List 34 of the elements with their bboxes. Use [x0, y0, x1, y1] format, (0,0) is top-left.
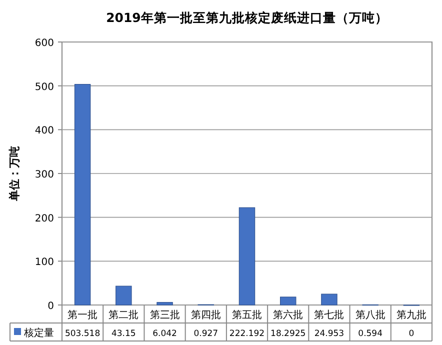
bar — [280, 296, 296, 306]
y-tick-label: 0 — [48, 301, 54, 312]
x-tick-label: 第八批 — [355, 309, 386, 321]
x-tick-label: 第六批 — [273, 309, 304, 321]
y-tick-label: 300 — [34, 170, 54, 180]
data-label: 6.042 — [152, 329, 177, 339]
bar — [74, 84, 91, 306]
data-label: 0.594 — [358, 329, 383, 339]
x-tick-label: 第九批 — [396, 309, 426, 321]
data-label: 0.927 — [194, 329, 218, 339]
x-tick-label: 第七批 — [314, 309, 344, 321]
x-tick-label: 第四批 — [190, 309, 221, 321]
x-tick-label: 第一批 — [68, 309, 98, 321]
x-tick-label: 第五批 — [232, 309, 262, 321]
bar — [238, 207, 256, 306]
y-tick-label: 100 — [34, 257, 54, 268]
data-label: 222.192 — [229, 329, 265, 339]
y-tick-label: 600 — [34, 38, 54, 49]
bar — [116, 286, 132, 306]
data-label: 43.15 — [111, 329, 136, 339]
legend-label: 核定量 — [23, 327, 54, 339]
y-tick-label: 200 — [34, 213, 54, 224]
y-tick-label: 400 — [34, 126, 54, 137]
y-axis-title: 单位：万吨 — [8, 146, 21, 202]
bar — [156, 302, 173, 306]
data-label: 24.953 — [314, 329, 344, 339]
data-label: 0 — [408, 329, 414, 339]
bar — [321, 294, 338, 306]
chart-title: 2019年第一批至第九批核定废纸进口量（万吨） — [106, 10, 388, 25]
data-label: 503.518 — [64, 329, 100, 339]
data-label: 18.2925 — [270, 329, 306, 339]
x-tick-label: 第二批 — [108, 309, 139, 321]
x-tick-label: 第三批 — [150, 309, 180, 321]
y-tick-label: 500 — [34, 82, 54, 93]
